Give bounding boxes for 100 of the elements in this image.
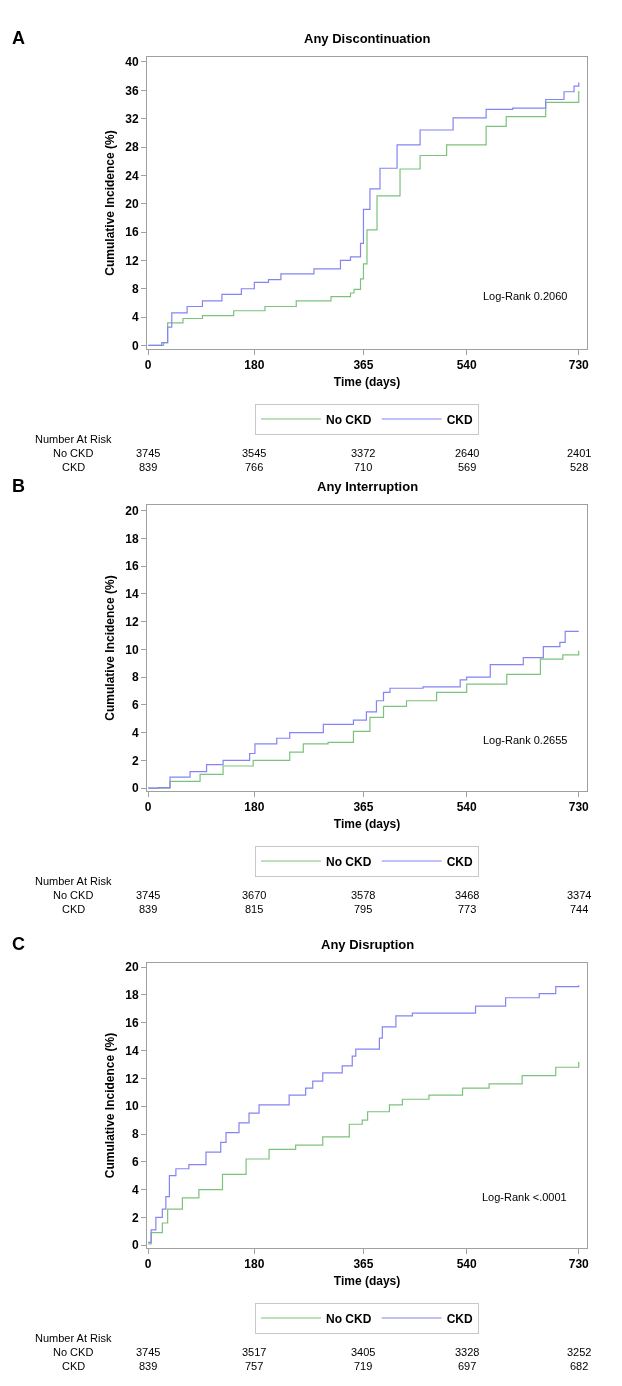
y-tick-label: 12 — [125, 1071, 139, 1086]
x-tick-label: 0 — [144, 800, 152, 815]
y-tick-label: 4 — [131, 310, 139, 325]
y-tick-label: 8 — [131, 670, 139, 685]
text: 719 — [354, 1360, 373, 1372]
text: Number At Risk — [35, 1332, 112, 1344]
y-tick-label: 10 — [125, 1099, 139, 1114]
text: No CKD — [53, 1346, 94, 1358]
y-tick-label: 8 — [131, 281, 139, 296]
y-tick-label: 28 — [125, 140, 139, 155]
x-axis-title: Time (days) — [333, 1274, 401, 1289]
y-tick-label: 12 — [125, 253, 139, 268]
y-tick-label: 20 — [125, 960, 139, 975]
text: 569 — [458, 461, 477, 473]
y-tick-label: 14 — [125, 587, 139, 602]
y-tick-label: 16 — [125, 225, 139, 240]
y-tick-label: 4 — [131, 1182, 139, 1197]
y-tick-label: 12 — [125, 614, 139, 629]
y-tick-label: 2 — [131, 1210, 139, 1225]
y-axis-title: Cumulative Incidence (%) — [102, 1032, 117, 1179]
text: 697 — [458, 1360, 477, 1372]
y-tick-label: 6 — [131, 1155, 139, 1169]
legend-label: No CKD — [326, 412, 372, 427]
text: No CKD — [53, 447, 94, 459]
text: 839 — [139, 903, 158, 915]
y-tick-label: 18 — [125, 531, 139, 546]
x-tick-label: 730 — [568, 1257, 590, 1272]
text: 3578 — [351, 889, 376, 901]
y-tick-label: 14 — [125, 1043, 139, 1058]
text: No CKD — [53, 889, 94, 901]
text: 710 — [354, 461, 373, 473]
y-tick-label: 20 — [125, 196, 139, 211]
text: 3745 — [136, 447, 161, 459]
x-tick-label: 365 — [353, 358, 374, 373]
text: 2640 — [455, 447, 480, 459]
text: 3468 — [455, 889, 480, 901]
text: 682 — [570, 1360, 589, 1372]
x-tick-label: 180 — [244, 358, 265, 373]
y-tick-label: 40 — [125, 55, 139, 70]
annotation: Log-Rank 0.2060 — [483, 290, 568, 302]
text: 3745 — [136, 1346, 161, 1358]
text: 3545 — [242, 447, 267, 459]
text: 2401 — [567, 447, 592, 459]
x-tick-label: 365 — [353, 1257, 374, 1272]
text: 795 — [354, 903, 373, 915]
text: CKD — [62, 903, 86, 915]
text: 3374 — [567, 889, 592, 901]
annotation: Log-Rank 0.2655 — [483, 734, 568, 746]
text: 3670 — [242, 889, 267, 901]
y-tick-label: 20 — [125, 503, 139, 518]
y-axis-title: Cumulative Incidence (%) — [102, 130, 117, 276]
y-tick-label: 36 — [125, 83, 139, 98]
text: 773 — [458, 903, 477, 915]
text: 815 — [245, 903, 264, 915]
x-tick-label: 540 — [456, 1257, 478, 1272]
text: 839 — [139, 461, 158, 473]
text: 3517 — [242, 1346, 267, 1358]
y-tick-label: 0 — [131, 1238, 139, 1253]
x-axis-title: Time (days) — [333, 375, 401, 390]
y-tick-label: 32 — [125, 111, 139, 126]
chart-title: Any Interruption — [317, 479, 419, 494]
x-tick-label: 540 — [456, 358, 478, 373]
x-tick-label: 540 — [456, 800, 478, 815]
legend-label: No CKD — [326, 854, 372, 869]
text: B — [12, 476, 25, 496]
text: CKD — [62, 1360, 86, 1372]
text: Number At Risk — [35, 433, 112, 445]
text: 3372 — [351, 447, 376, 459]
x-tick-label: 730 — [568, 800, 590, 815]
y-tick-label: 10 — [125, 642, 139, 657]
text: 766 — [245, 461, 264, 473]
y-tick-label: 16 — [125, 1015, 139, 1030]
y-tick-label: 24 — [125, 168, 139, 183]
y-tick-label: 0 — [131, 338, 139, 353]
x-tick-label: 365 — [353, 800, 374, 815]
x-tick-label: 180 — [244, 1257, 265, 1272]
legend-label: CKD — [446, 854, 473, 869]
text: Number At Risk — [35, 875, 112, 887]
chart-title: Any Disruption — [321, 937, 415, 952]
y-tick-label: 0 — [131, 781, 139, 796]
legend-label: No CKD — [326, 1311, 372, 1326]
text: 3328 — [455, 1346, 480, 1358]
x-tick-label: 180 — [244, 800, 265, 815]
legend-label: CKD — [446, 1311, 473, 1326]
y-tick-label: 8 — [131, 1127, 139, 1142]
legend-label: CKD — [446, 412, 473, 427]
y-tick-label: 6 — [131, 698, 139, 713]
x-tick-label: 0 — [144, 358, 152, 373]
y-tick-label: 2 — [131, 753, 139, 768]
x-tick-label: 0 — [144, 1257, 152, 1272]
text: 757 — [245, 1360, 264, 1372]
x-tick-label: 730 — [568, 358, 590, 373]
text: 528 — [570, 461, 589, 473]
y-tick-label: 16 — [125, 559, 139, 574]
text: C — [12, 934, 25, 954]
y-tick-label: 4 — [131, 725, 139, 740]
text: 839 — [139, 1360, 158, 1372]
y-tick-label: 18 — [125, 988, 139, 1003]
text: 3252 — [567, 1346, 592, 1358]
text: CKD — [62, 461, 86, 473]
